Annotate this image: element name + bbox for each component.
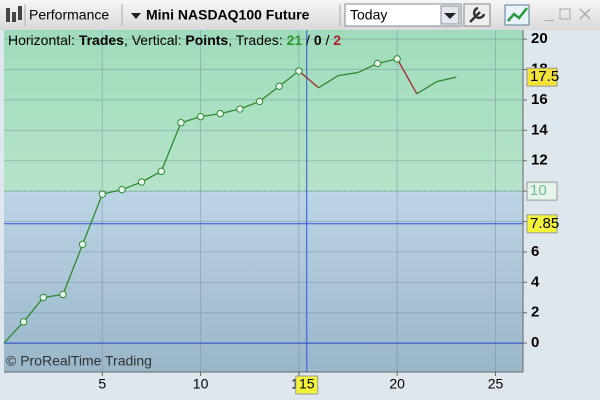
equity-segment — [436, 76, 457, 83]
equity-high-point — [157, 167, 165, 176]
equity-segment — [259, 85, 280, 102]
equity-segment — [62, 244, 84, 295]
equity-segment — [23, 297, 44, 323]
x-tick-label: 25 — [488, 376, 504, 392]
equity-high-point — [295, 67, 303, 75]
x-tick-label: 5 — [98, 376, 106, 392]
equity-high-point — [39, 293, 48, 302]
equity-segment — [416, 81, 437, 95]
y-tick-label: 14 — [531, 121, 548, 138]
select-arrow — [444, 13, 456, 19]
equity-high-point — [177, 119, 185, 127]
copyright: © ProRealTime Trading — [6, 353, 152, 369]
y-tick-label: 0 — [531, 334, 539, 351]
y-tick-label: 4 — [531, 273, 540, 290]
header-text: / — [322, 32, 334, 48]
y-tick-label: 12 — [531, 152, 548, 169]
equity-high-point — [59, 290, 67, 299]
minimize-button[interactable]: _ — [544, 5, 555, 22]
equity-segment — [3, 321, 25, 344]
app-icon — [6, 6, 22, 22]
last-value-label: 17.5 — [530, 68, 559, 85]
equity-segment — [318, 75, 339, 89]
toolbar — [0, 0, 600, 30]
equity-high-point — [98, 190, 106, 198]
equity-segment — [141, 170, 162, 183]
y-tick-label: 16 — [531, 91, 548, 108]
threshold-label: 10 — [530, 182, 547, 199]
equity-segment — [160, 122, 182, 172]
y-axis-label: Points — [185, 32, 228, 48]
crosshair-y-label-box — [526, 214, 558, 234]
losses-count: 2 — [333, 32, 341, 48]
maximize-button[interactable] — [559, 8, 571, 20]
equity-segment — [338, 71, 358, 77]
header-text: , Trades: — [228, 32, 286, 48]
y-tick-label: 2 — [531, 304, 539, 321]
view-name[interactable]: Performance — [29, 7, 109, 23]
x-axis-label: Trades — [79, 32, 124, 48]
chart-icon[interactable] — [504, 4, 530, 26]
equity-high-point — [118, 185, 126, 194]
equity-high-point — [216, 109, 224, 118]
header-text: Horizontal: — [8, 32, 79, 48]
dropdown-arrow[interactable] — [131, 13, 141, 19]
close-button[interactable] — [579, 8, 591, 20]
equity-segment — [298, 70, 319, 89]
neutral-count: 0 — [314, 32, 322, 48]
crosshair-x-box — [295, 375, 319, 395]
equity-high-point — [255, 97, 264, 106]
y-tick-label: 6 — [531, 243, 539, 260]
header-text: , Vertical: — [124, 32, 185, 48]
threshold-label-box — [526, 181, 558, 201]
header-text: / — [302, 32, 314, 48]
base-zone — [4, 191, 523, 372]
period-value[interactable]: Today — [350, 7, 387, 23]
y-tick-label: 20 — [531, 30, 548, 47]
x-tick-label: 20 — [389, 376, 405, 392]
header-info: Horizontal: Trades, Vertical: Points, Tr… — [8, 32, 341, 48]
profit-zone — [4, 30, 523, 192]
equity-high-point — [236, 105, 244, 113]
equity-high-point — [393, 55, 401, 63]
last-value-label-box — [526, 67, 558, 87]
equity-segment — [82, 193, 103, 245]
period-select[interactable] — [344, 3, 462, 27]
wrench-icon — [469, 6, 486, 23]
crosshair-y-label: 7.85 — [530, 215, 559, 232]
x-tick-label: 10 — [193, 376, 209, 392]
equity-high-point — [196, 112, 205, 121]
equity-high-point — [275, 82, 283, 90]
equity-segment — [278, 70, 300, 87]
crosshair-x-label: 15 — [299, 376, 315, 392]
instrument-name[interactable]: Mini NASDAQ100 Future — [146, 7, 310, 23]
equity-high-point — [19, 318, 28, 326]
equity-segment — [396, 58, 418, 95]
equity-high-point — [373, 59, 382, 68]
equity-high-point — [78, 240, 87, 249]
equity-high-point — [137, 178, 146, 186]
wins-count: 21 — [287, 32, 303, 48]
